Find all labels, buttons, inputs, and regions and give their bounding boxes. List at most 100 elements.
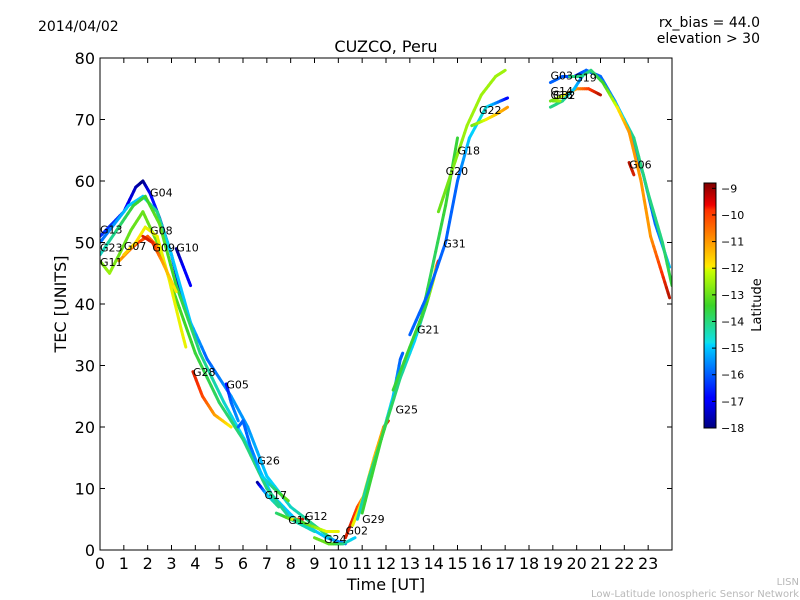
series-segment xyxy=(639,164,645,177)
series-segment xyxy=(194,340,202,355)
series-segment xyxy=(452,147,458,162)
date-label: 2014/04/02 xyxy=(38,19,119,35)
satellite-label-g05: G05 xyxy=(226,378,249,391)
satellite-label-g06: G06 xyxy=(629,159,652,172)
series-segment xyxy=(647,225,653,238)
series-g05 xyxy=(224,382,240,423)
series-g22 xyxy=(470,105,510,128)
series-segment xyxy=(434,241,440,254)
series-segment xyxy=(198,351,206,363)
series-segment xyxy=(504,105,510,110)
series-segment xyxy=(178,295,186,310)
series-segment xyxy=(444,192,450,208)
colorbar-tick-label: −11 xyxy=(721,236,744,249)
y-tick-label: 40 xyxy=(75,295,95,314)
series-segment xyxy=(183,342,188,349)
chart-title: CUZCO, Peru xyxy=(334,37,437,56)
series-g15 xyxy=(274,511,305,521)
satellite-label-g31: G31 xyxy=(443,237,466,250)
series-segment xyxy=(351,536,357,541)
x-tick-label: 18 xyxy=(519,554,539,573)
series-segment xyxy=(639,179,645,192)
satellite-label-g21: G21 xyxy=(417,324,440,337)
series-g11 xyxy=(100,210,316,534)
series-segment xyxy=(284,497,290,503)
colorbar xyxy=(703,182,717,429)
series-segment xyxy=(201,368,209,380)
series-g12 xyxy=(293,517,340,534)
series-segment xyxy=(253,462,261,474)
series-segment xyxy=(171,273,178,288)
satellite-label-g23: G23 xyxy=(100,242,123,255)
series-g26 xyxy=(236,419,290,503)
x-tick-label: 17 xyxy=(495,554,515,573)
series-segment xyxy=(367,474,374,490)
x-tick-label: 13 xyxy=(400,554,420,573)
series-segment xyxy=(597,92,602,97)
series-segment xyxy=(632,136,638,149)
series-segment xyxy=(504,96,510,100)
series-segment xyxy=(502,68,507,73)
series-segment xyxy=(166,253,173,267)
x-axis-title: Time [UT] xyxy=(346,575,425,594)
satellite-label-g10: G10 xyxy=(176,242,199,255)
footer-org-long: Low-Latitude Ionospheric Sensor Network xyxy=(591,589,799,600)
series-segment xyxy=(644,207,649,220)
y-tick-label: 30 xyxy=(75,357,95,376)
rx-bias-label: rx_bias = 44.0 xyxy=(659,15,760,31)
series-g10 xyxy=(174,247,193,288)
y-tick-label: 60 xyxy=(75,172,95,191)
series-segment xyxy=(386,407,393,421)
satellite-label-g32: G32 xyxy=(553,89,576,102)
series-segment xyxy=(634,145,641,158)
footer-org-short: LISN xyxy=(777,577,799,588)
elevation-label: elevation > 30 xyxy=(657,31,760,47)
series-segment xyxy=(637,154,643,168)
x-tick-label: 19 xyxy=(543,554,563,573)
series-segment xyxy=(389,396,396,411)
series-segment xyxy=(644,182,650,195)
series-segment xyxy=(261,478,269,490)
x-tick-label: 5 xyxy=(214,554,224,573)
series-segment xyxy=(202,359,210,372)
x-tick-label: 21 xyxy=(590,554,610,573)
colorbar-tick-label: −12 xyxy=(721,262,744,275)
series-segment xyxy=(666,291,672,300)
series-segment xyxy=(395,376,402,390)
series-segment xyxy=(173,295,181,310)
colorbar-tick-label: −18 xyxy=(721,422,744,435)
colorbar-title: Latitude xyxy=(750,278,765,332)
x-tick-label: 12 xyxy=(376,554,396,573)
series-segment xyxy=(189,340,197,355)
series-g16 xyxy=(548,87,602,103)
series-segment xyxy=(452,189,458,203)
series-segment xyxy=(436,231,442,244)
satellite-label-g09: G09 xyxy=(152,242,175,255)
series-segment xyxy=(209,384,217,396)
series-segment xyxy=(454,179,459,193)
series-g09 xyxy=(141,234,178,294)
series-segment xyxy=(382,417,390,431)
y-tick-label: 0 xyxy=(85,541,95,560)
series-segment xyxy=(446,220,452,234)
satellite-label-g03: G03 xyxy=(550,70,573,83)
series-segment xyxy=(186,317,194,333)
series-segment xyxy=(448,210,454,224)
series-g08 xyxy=(122,225,188,349)
satellite-label-g18: G18 xyxy=(458,145,481,158)
series-segment xyxy=(158,222,164,236)
series-segment xyxy=(450,200,456,214)
series-segment xyxy=(190,329,198,344)
y-tick-label: 10 xyxy=(75,480,95,499)
colorbar-tick-label: −14 xyxy=(721,315,744,328)
colorbar-tick-label: −16 xyxy=(721,369,744,382)
series-segment xyxy=(392,386,399,400)
x-tick-label: 16 xyxy=(471,554,491,573)
series-segment xyxy=(442,204,448,217)
series-segment xyxy=(213,392,221,404)
series-segment xyxy=(241,437,249,449)
series-segment xyxy=(181,317,189,333)
series-layer xyxy=(100,68,672,546)
